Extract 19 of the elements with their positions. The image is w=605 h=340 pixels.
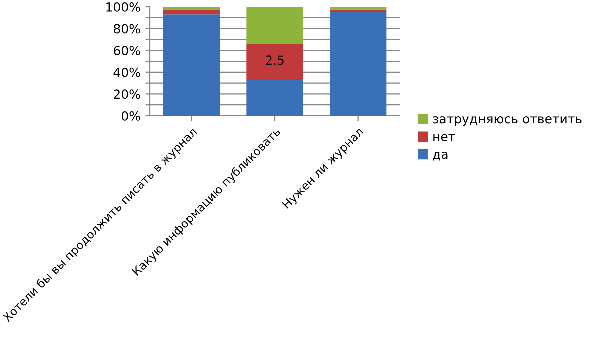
bar xyxy=(246,7,304,44)
legend-label: нет xyxy=(434,134,456,142)
y-tick-label: 60% xyxy=(114,46,140,56)
y-tick-label: 40% xyxy=(114,68,140,78)
annotation: 2.5 xyxy=(266,56,284,66)
legend-label: затрудняюсь ответить xyxy=(433,116,582,126)
bar xyxy=(163,10,220,15)
y-tick-label: 80% xyxy=(114,24,140,34)
bar xyxy=(330,7,387,10)
bar xyxy=(246,44,304,80)
bar xyxy=(163,14,220,116)
bar xyxy=(163,7,220,10)
legend-label: да xyxy=(433,152,448,161)
y-tick-label: 20% xyxy=(114,90,140,100)
bar xyxy=(246,80,304,116)
y-tick-label: 100% xyxy=(106,2,140,12)
bar xyxy=(330,12,387,116)
bar xyxy=(330,10,387,12)
y-tick-label: 0% xyxy=(122,111,140,121)
